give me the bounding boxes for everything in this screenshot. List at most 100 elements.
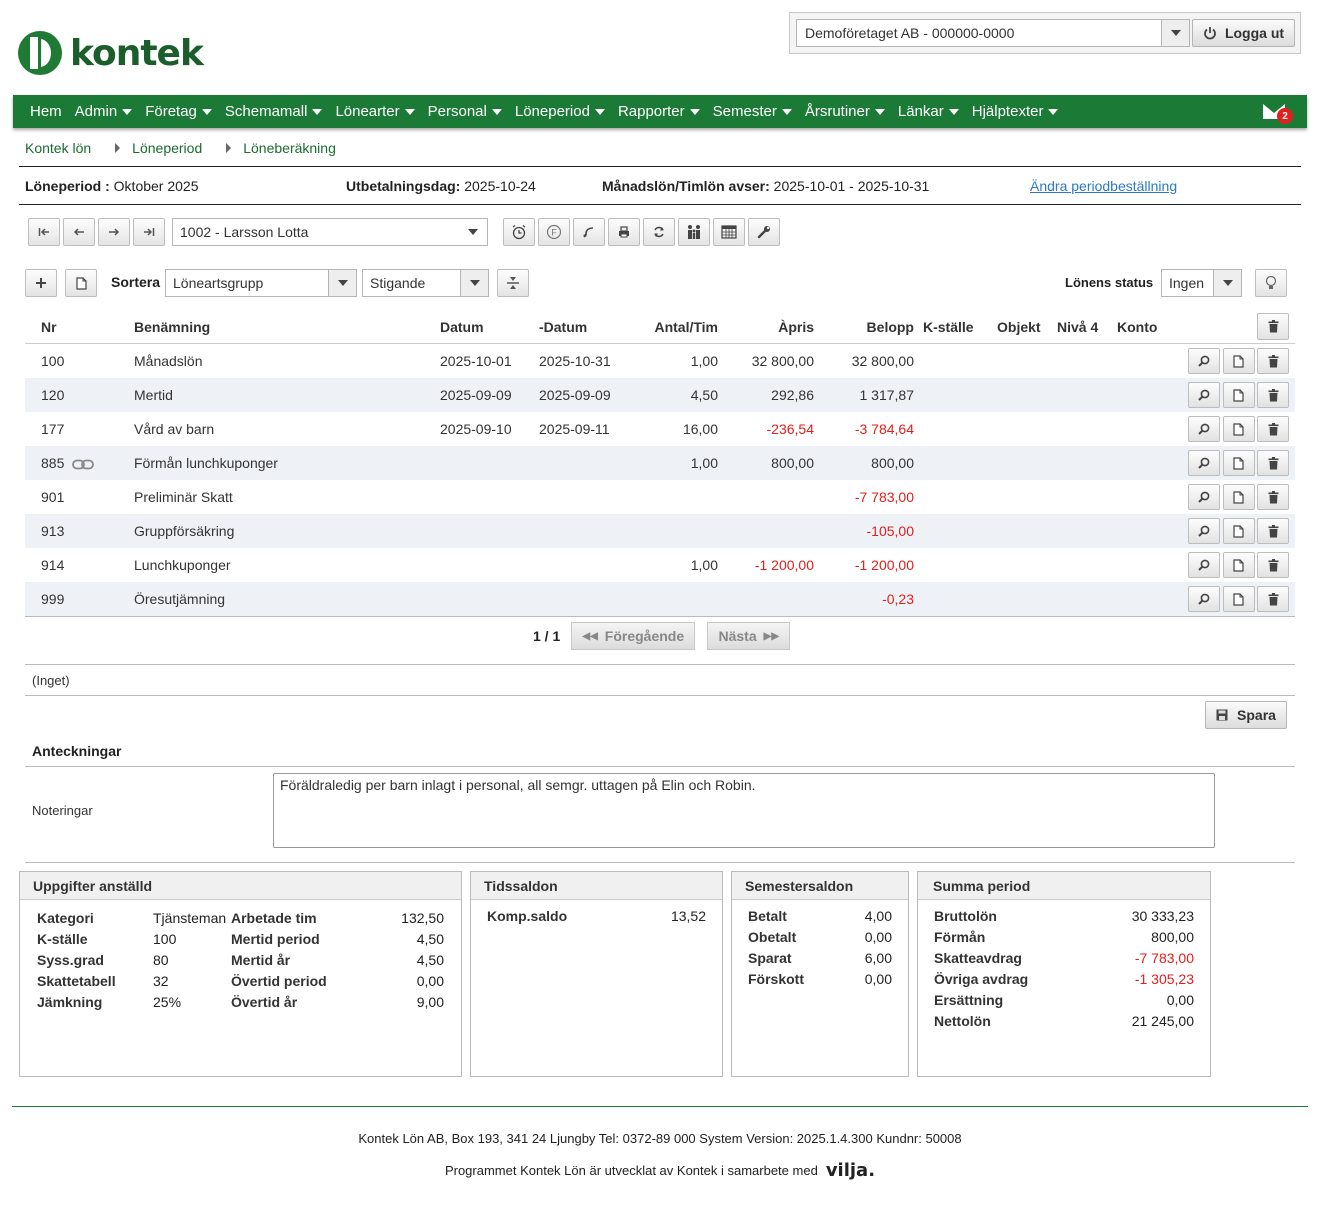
copy-button[interactable]: [1222, 416, 1255, 442]
header-datum[interactable]: Datum: [440, 319, 484, 335]
chevron-down-icon[interactable]: [1161, 20, 1189, 46]
breadcrumb-item-loneperiod[interactable]: Löneperiod: [132, 140, 203, 156]
table-row[interactable]: 177 Vård av barn 2025-09-10 2025-09-11 16,00…: [25, 412, 1295, 446]
copy-button[interactable]: [1222, 484, 1255, 510]
view-button[interactable]: [1188, 518, 1220, 544]
delete-all-button[interactable]: [1257, 313, 1289, 340]
sort-field-select[interactable]: Löneartsgrupp: [165, 269, 357, 297]
calendar-button[interactable]: [713, 218, 745, 246]
add-button[interactable]: [25, 269, 57, 297]
copy-button[interactable]: [1222, 518, 1255, 544]
info-label: Bruttolön: [934, 908, 997, 924]
header-belopp[interactable]: Belopp: [866, 319, 914, 335]
table-row[interactable]: 100 Månadslön 2025-10-01 2025-10-31 1,00 32 8…: [25, 344, 1295, 378]
view-button[interactable]: [1188, 416, 1220, 442]
copy-button[interactable]: [1222, 552, 1255, 578]
table-row[interactable]: 913 Gruppförsäkring -105,00: [25, 514, 1295, 548]
copy-button[interactable]: [1222, 348, 1255, 374]
previous-employee-button[interactable]: [63, 218, 95, 246]
delete-row-button[interactable]: [1257, 586, 1289, 612]
delete-row-button[interactable]: [1257, 416, 1289, 442]
document-icon: [75, 276, 87, 290]
nav-item-semester[interactable]: Semester: [713, 103, 792, 120]
delete-row-button[interactable]: [1257, 450, 1289, 476]
table-row[interactable]: 999 Öresutjämning -0,23: [25, 582, 1295, 616]
table-row[interactable]: 901 Preliminär Skatt -7 783,00: [25, 480, 1295, 514]
last-employee-button[interactable]: [133, 218, 165, 246]
first-employee-button[interactable]: [28, 218, 60, 246]
notes-textarea[interactable]: Föräldraledig per barn inlagt i personal…: [273, 773, 1215, 848]
table-row[interactable]: 885 Förmån lunchkuponger 1,00 800,00 800,00: [25, 446, 1295, 480]
alarm-clock-button[interactable]: [503, 218, 535, 246]
header-konto[interactable]: Konto: [1117, 319, 1158, 335]
nav-item-schemamall[interactable]: Schemamall: [225, 103, 323, 120]
info-value: 0,00: [864, 929, 892, 945]
vilja-logo[interactable]: vilja.: [825, 1160, 876, 1181]
view-button[interactable]: [1188, 450, 1220, 476]
breadcrumb-item-loneberakning[interactable]: Löneberäkning: [243, 140, 336, 156]
salary-status-select[interactable]: Ingen: [1161, 269, 1242, 297]
nav-item-rapporter[interactable]: Rapporter: [618, 103, 700, 120]
delete-row-button[interactable]: [1257, 382, 1289, 408]
sort-apply-button[interactable]: [497, 269, 529, 297]
settings-button[interactable]: [748, 218, 780, 246]
header-nr[interactable]: Nr: [41, 319, 57, 335]
view-button[interactable]: [1188, 382, 1220, 408]
header-objekt[interactable]: Objekt: [997, 319, 1041, 335]
arrow-left-icon: [73, 228, 84, 236]
recalculate-button[interactable]: [643, 218, 675, 246]
mail-icon[interactable]: 2: [1263, 104, 1293, 124]
nav-item-loneperiod[interactable]: Löneperiod: [515, 103, 605, 120]
breadcrumb-item-kontek-lon[interactable]: Kontek lön: [25, 140, 92, 156]
company-select[interactable]: Demoföretaget AB - 000000-0000: [796, 19, 1190, 47]
cell-quantity: 1,00: [690, 353, 718, 369]
header-niva4[interactable]: Nivå 4: [1057, 319, 1099, 335]
header-to-datum[interactable]: -Datum: [539, 319, 588, 335]
header-k-stalle[interactable]: K-ställe: [923, 319, 974, 335]
hint-button[interactable]: [1255, 269, 1287, 297]
undo-button[interactable]: [573, 218, 605, 246]
save-button[interactable]: Spara: [1205, 701, 1287, 729]
next-employee-button[interactable]: [98, 218, 130, 246]
footer-company-info: Kontek Lön AB, Box 193, 341 24 Ljungby T…: [358, 1131, 962, 1146]
delete-row-button[interactable]: [1257, 348, 1289, 374]
chevron-down-icon[interactable]: [328, 270, 356, 296]
chevron-down-icon[interactable]: [460, 270, 488, 296]
nav-item-hem[interactable]: Hem: [30, 103, 62, 120]
change-period-link[interactable]: Ändra periodbeställning: [1030, 178, 1178, 194]
view-button[interactable]: [1188, 348, 1220, 374]
print-button[interactable]: [608, 218, 640, 246]
view-button[interactable]: [1188, 586, 1220, 612]
f-button[interactable]: F: [538, 218, 570, 246]
copy-button[interactable]: [1222, 586, 1255, 612]
nav-item-personal[interactable]: Personal: [428, 103, 502, 120]
nav-item-lankar[interactable]: Länkar: [898, 103, 959, 120]
delete-row-button[interactable]: [1257, 484, 1289, 510]
new-document-button[interactable]: [65, 269, 97, 297]
chevron-down-icon[interactable]: [459, 229, 487, 235]
header-apris[interactable]: Àpris: [778, 319, 814, 335]
logout-button[interactable]: Logga ut: [1192, 19, 1295, 47]
employees-button[interactable]: [678, 218, 710, 246]
chevron-down-icon[interactable]: [1213, 270, 1241, 296]
previous-page-button[interactable]: ◀◀ Föregående: [571, 622, 696, 650]
table-row[interactable]: 914 Lunchkuponger 1,00 -1 200,00 -1 200,00: [25, 548, 1295, 582]
kontek-logo[interactable]: kontek: [18, 30, 204, 76]
nav-item-lonearter[interactable]: Lönearter: [335, 103, 415, 120]
nav-item-admin[interactable]: Admin: [75, 103, 133, 120]
nav-item-hjalptexter[interactable]: Hjälptexter: [972, 103, 1059, 120]
view-button[interactable]: [1188, 552, 1220, 578]
table-row[interactable]: 120 Mertid 2025-09-09 2025-09-09 4,50 292,86 1…: [25, 378, 1295, 412]
nav-item-foretag[interactable]: Företag: [145, 103, 212, 120]
nav-item-arsrutiner[interactable]: Årsrutiner: [805, 103, 885, 120]
delete-row-button[interactable]: [1257, 552, 1289, 578]
copy-button[interactable]: [1222, 450, 1255, 476]
sort-order-select[interactable]: Stigande: [362, 269, 489, 297]
employee-select[interactable]: 1002 - Larsson Lotta: [172, 218, 488, 246]
copy-button[interactable]: [1222, 382, 1255, 408]
delete-row-button[interactable]: [1257, 518, 1289, 544]
header-antal[interactable]: Antal/Tim: [654, 319, 718, 335]
header-benamning[interactable]: Benämning: [134, 319, 211, 335]
view-button[interactable]: [1188, 484, 1220, 510]
next-page-button[interactable]: Nästa ▶▶: [707, 622, 791, 650]
